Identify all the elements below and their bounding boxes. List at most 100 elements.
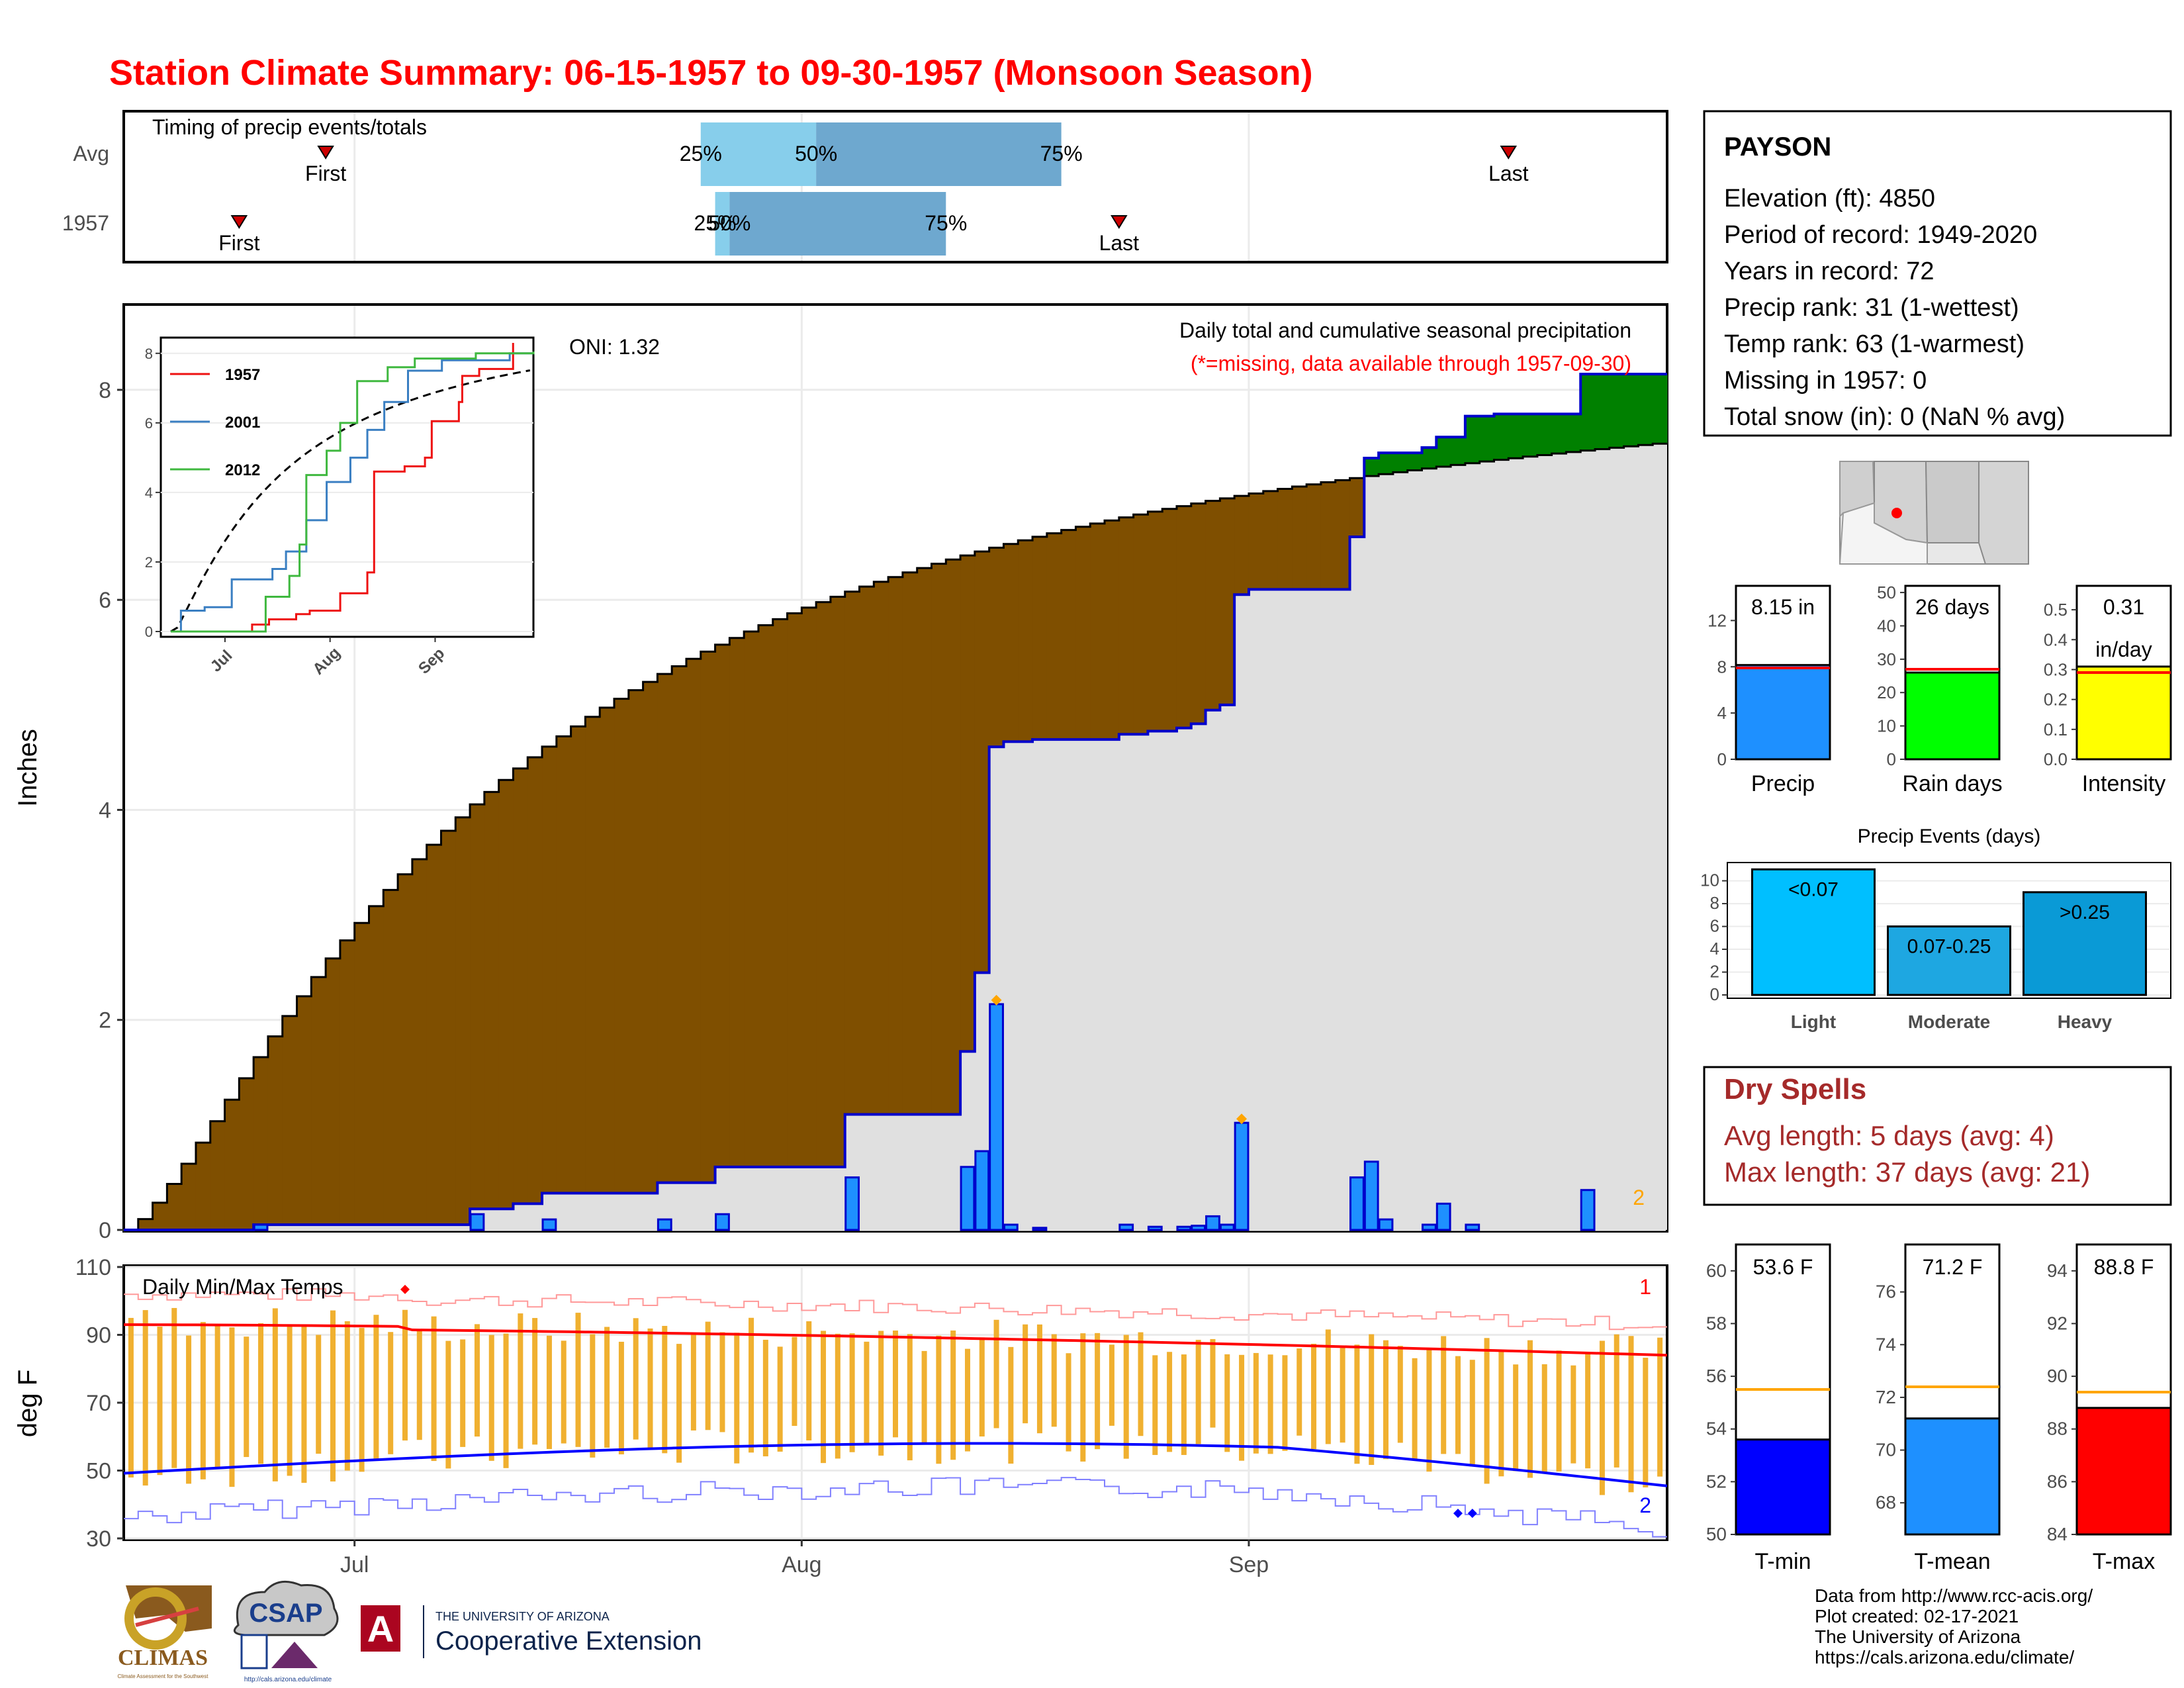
below-average-area (570, 726, 586, 1194)
above-average-area (1551, 414, 1567, 454)
events-category-label: Light (1791, 1011, 1836, 1032)
below-average-area (614, 698, 629, 1194)
daily-precip-bar (960, 1166, 976, 1231)
below-average-area (455, 817, 471, 1225)
below-average-area (484, 792, 500, 1209)
daily-precip-bar (1219, 1223, 1235, 1231)
daily-temp-bar (1614, 1334, 1619, 1468)
summary-tick-label: 0.2 (2044, 690, 2068, 710)
daily-precip-bar (1032, 1227, 1048, 1231)
summary-tick-label: 0 (1887, 749, 1896, 769)
daily-temp-bar (301, 1325, 307, 1483)
daily-temp-bar (1311, 1343, 1317, 1450)
summary-bar-label: Rain days (1902, 771, 2002, 796)
below-average-area (844, 591, 860, 1115)
below-average-area (643, 682, 658, 1194)
timing-label-75: 75% (925, 211, 967, 235)
svg-text:CLIMAS: CLIMAS (118, 1646, 208, 1670)
station-location-marker (1891, 508, 1902, 518)
daily-temp-bar (214, 1325, 220, 1468)
daily-temp-bar (662, 1325, 668, 1454)
daily-temp-bar (445, 1340, 451, 1469)
daily-temp-bar (1253, 1352, 1259, 1454)
daily-temp-bar (1369, 1334, 1375, 1466)
below-average-area (657, 674, 672, 1183)
daily-precip-bar (541, 1218, 557, 1231)
below-average-area (816, 602, 831, 1167)
climas-logo: CLIMAS Climate Assessment for the Southw… (118, 1585, 212, 1679)
station-info-line: Period of record: 1949-2020 (1724, 221, 2037, 249)
daily-temp-bar (590, 1334, 596, 1458)
daily-temp-bar (878, 1331, 884, 1456)
timing-panel-label: Timing of precip events/totals (152, 115, 427, 139)
below-average-area (686, 659, 702, 1183)
daily-temp-bar (1181, 1354, 1187, 1455)
daily-precip-bar (1234, 1121, 1250, 1231)
y-tick-label: 6 (99, 588, 111, 613)
daily-temp-bar (1008, 1346, 1014, 1464)
events-bar-value: 0.07-0.25 (1907, 936, 1991, 958)
daily-precip-bar (1003, 1223, 1019, 1231)
above-average-area (1523, 414, 1538, 457)
below-average-area (989, 547, 1005, 747)
daily-temp-bar (287, 1325, 293, 1476)
daily-temp-bar (1628, 1336, 1634, 1493)
daily-precip-record-marker (1236, 1113, 1248, 1125)
below-average-area (369, 906, 384, 1225)
daily-precip-bar (253, 1223, 269, 1231)
daily-temp-bar (1498, 1350, 1504, 1477)
timing-panel: Timing of precip events/totals Avg 1957 … (62, 110, 1668, 263)
daily-temp-bar (316, 1335, 322, 1454)
station-info-line: Missing in 1957: 0 (1724, 367, 1927, 395)
daily-temp-bar (1210, 1338, 1216, 1428)
below-average-area (974, 551, 990, 973)
summary-tick-label: 0 (1717, 749, 1727, 769)
daily-temp-bar (344, 1321, 350, 1471)
temp-summary-tick-label: 58 (1706, 1313, 1727, 1333)
daily-temp-bar (835, 1333, 841, 1459)
above-average-area (1364, 458, 1379, 477)
daily-temp-bar (864, 1341, 870, 1444)
temp-summary-label: T-max (2093, 1549, 2155, 1574)
daily-temp-bar (575, 1313, 581, 1447)
daily-temp-bar (229, 1327, 235, 1487)
y-tick-label: 8 (99, 378, 111, 403)
below-average-area (239, 1078, 254, 1230)
y-tick-label: 2 (99, 1008, 111, 1033)
daily-temp-bar (561, 1340, 567, 1444)
daily-temp-bar (1426, 1348, 1432, 1472)
above-average-area (1465, 416, 1480, 463)
below-average-area (1075, 526, 1091, 740)
daily-temp-bar (1023, 1324, 1028, 1424)
x-tick-label: Aug (782, 1552, 822, 1577)
below-average-area (960, 555, 976, 1052)
daily-temp-bar (936, 1335, 942, 1464)
temp-summary-tick-label: 76 (1876, 1282, 1896, 1302)
below-average-area (585, 716, 600, 1194)
y-tick-label: 110 (75, 1255, 111, 1280)
below-average-area (210, 1121, 226, 1230)
above-average-area (1609, 374, 1625, 448)
summary-tick-label: 20 (1877, 682, 1896, 702)
daily-temp-bar (1441, 1336, 1447, 1454)
timing-label-50: 50% (795, 142, 837, 165)
below-average-area (224, 1100, 240, 1230)
below-average-area (470, 804, 485, 1209)
university-of-arizona-logo: A THE UNIVERSITY OF ARIZONA Cooperative … (361, 1605, 702, 1658)
temp-summary-tick-label: 56 (1706, 1366, 1727, 1386)
below-average-area (1032, 536, 1048, 740)
daily-temp-bar (893, 1331, 898, 1438)
svg-text:Climate Assessment for the Sou: Climate Assessment for the Southwest (118, 1673, 209, 1679)
summary-bar (1904, 671, 2001, 761)
temp-summary-tick-label: 74 (1876, 1334, 1896, 1354)
daily-temp-bar (1354, 1344, 1360, 1464)
timing-bar-50-75 (729, 192, 946, 256)
timing-label-25: 25% (694, 211, 737, 235)
summary-tick-label: 0.5 (2044, 600, 2068, 620)
timing-row-label-avg: Avg (73, 142, 109, 165)
daily-temp-bar (719, 1332, 725, 1432)
below-average-area (1306, 484, 1322, 590)
daily-temp-bar (373, 1315, 379, 1461)
y-tick-label: 50 (86, 1459, 111, 1484)
